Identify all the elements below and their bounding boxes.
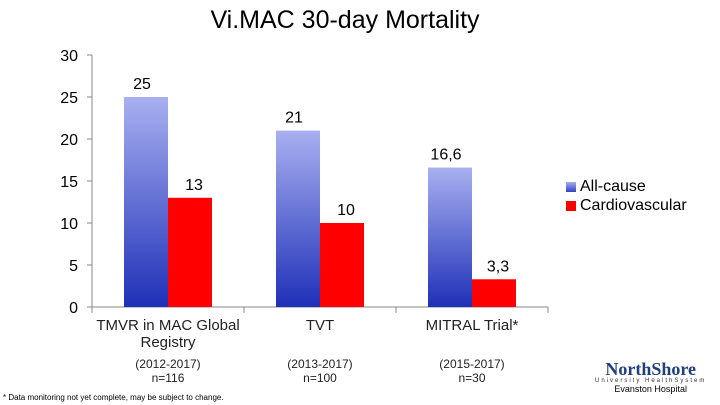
category-period: (2013-2017) [287,357,353,371]
y-tick-label: 5 [69,258,78,275]
category-label: TVT (2013-2017) n=100 [245,317,395,385]
bar-cardiovascular [320,223,364,307]
y-tick-label: 15 [60,174,78,191]
category-period: (2012-2017) [135,357,201,371]
legend-label: Cardiovascular [580,196,687,214]
category-period: (2015-2017) [439,357,505,371]
data-label: 25 [133,76,151,93]
logo-site: Evanston Hospital [614,384,687,394]
legend-swatch [566,200,576,211]
data-label: 13 [185,177,203,194]
y-tick-label: 10 [60,216,78,233]
category-name: MITRAL Trial* [425,317,519,334]
y-tick-label: 30 [60,48,78,65]
bar-cardiovascular [168,197,212,307]
legend-swatch [566,181,576,192]
y-tick-label: 0 [69,300,78,317]
legend-item-cardiovascular: Cardiovascular [566,196,687,215]
data-label: 3,3 [487,258,509,275]
legend-item-all-cause: All-cause [566,177,687,196]
data-label: 10 [337,202,355,219]
y-tick-label: 20 [60,132,78,149]
bar-all-cause [124,97,168,307]
northshore-logo: NorthShore University HealthSystem Evans… [595,360,706,394]
category-n: n=100 [303,371,337,385]
logo-brand: NorthShore [605,359,697,379]
category-n: n=116 [151,371,185,385]
chart-title: Vi.MAC 30-day Mortality [210,6,480,34]
bar-cardiovascular [472,279,516,307]
category-label: TMVR in MAC Global Registry (2012-2017) n=… [93,317,243,385]
data-label: 21 [285,110,303,127]
category-name: TMVR in MAC Global Registry [96,317,240,351]
legend-label: All-cause [580,177,646,195]
bar-all-cause [428,167,472,307]
bar-all-cause [276,130,320,307]
category-label: MITRAL Trial* (2015-2017) n=30 [397,317,547,385]
logo-sub: University HealthSystem [595,378,707,384]
category-n: n=30 [458,371,486,385]
category-name: TVT [305,317,335,334]
data-label: 16,6 [430,147,461,164]
footnote: * Data monitoring not yet complete, may … [3,393,224,402]
legend: All-cause Cardiovascular [566,177,687,215]
y-tick-label: 25 [60,90,78,107]
